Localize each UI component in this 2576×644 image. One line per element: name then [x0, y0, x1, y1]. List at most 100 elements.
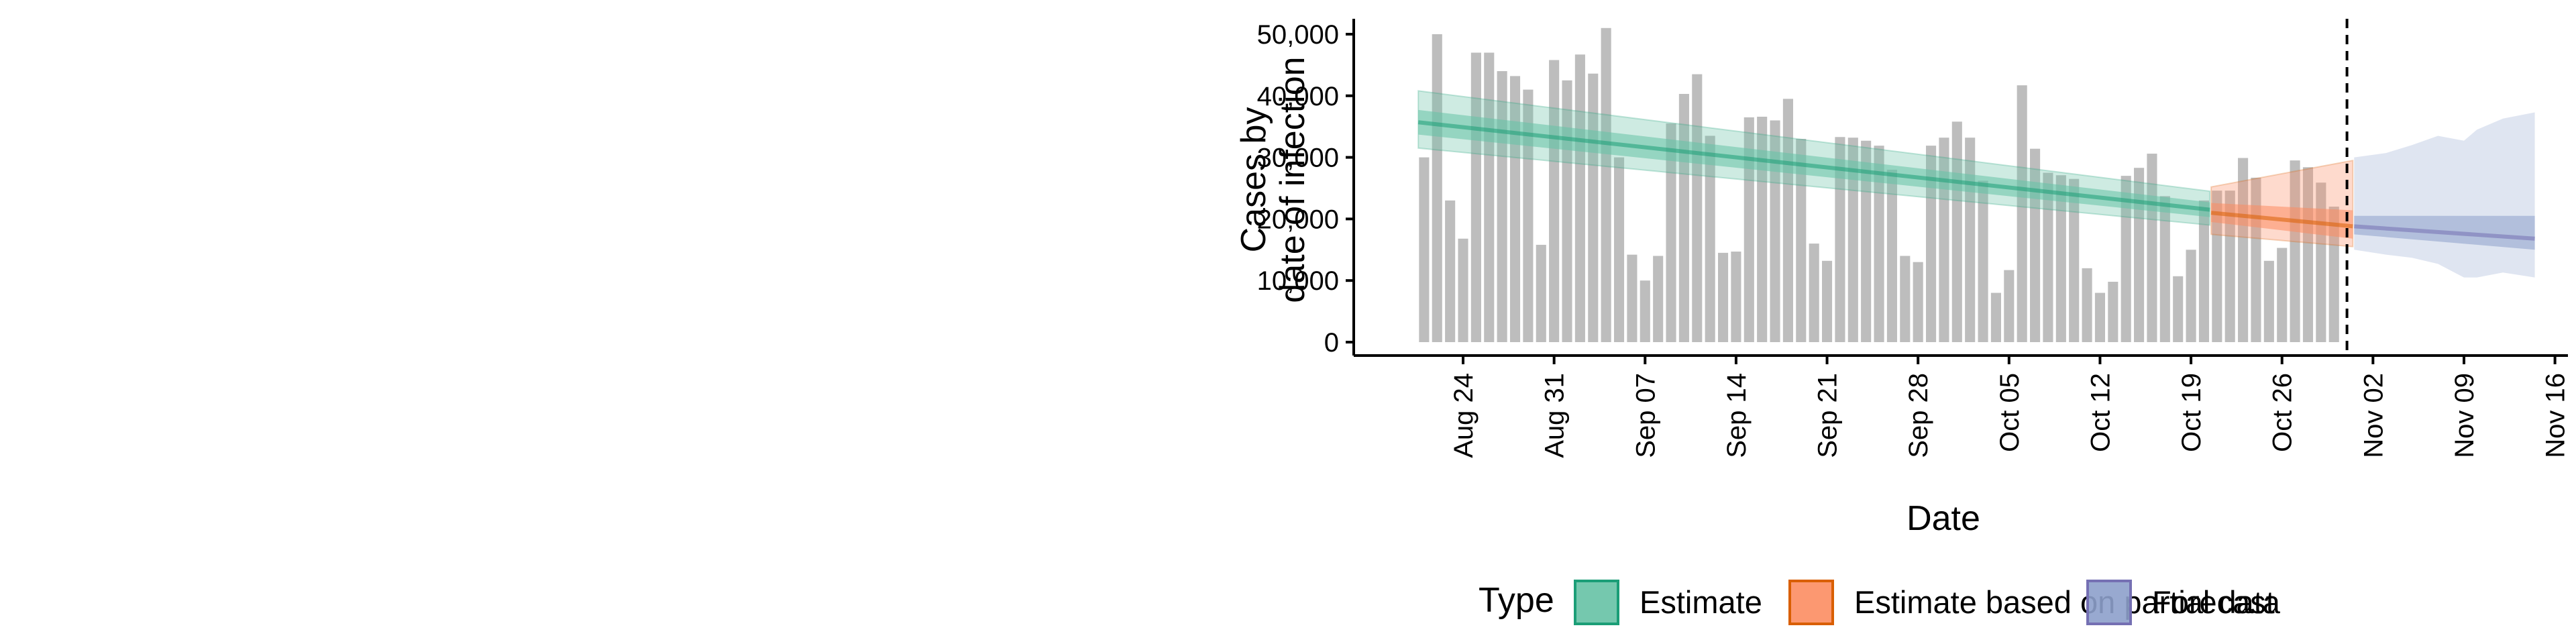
case-bar	[1990, 292, 2001, 342]
x-tick-label: Oct 19	[2177, 373, 2206, 452]
x-tick-label: Nov 02	[2359, 373, 2388, 458]
case-bar	[2094, 292, 2106, 342]
case-bar	[2328, 207, 2339, 342]
x-tick-label: Oct 05	[1995, 373, 2025, 452]
x-tick-label: Oct 26	[2268, 373, 2298, 452]
case-bar	[2017, 85, 2027, 342]
case-bar	[2263, 260, 2274, 342]
case-bar	[1900, 256, 1911, 342]
y-tick-label: 50,000	[1257, 20, 1339, 50]
case-bar	[1666, 123, 1676, 343]
case-bar	[1692, 74, 1703, 342]
legend-swatch-3	[2086, 580, 2132, 625]
case-bar	[1731, 252, 1741, 342]
case-bar	[2238, 158, 2249, 343]
case-bar	[1913, 262, 1923, 342]
x-tick-label: Oct 12	[2086, 373, 2115, 452]
case-bar	[1627, 254, 1638, 342]
case-bar	[1796, 139, 1807, 342]
case-bar	[1613, 157, 1625, 343]
case-bar	[2277, 248, 2288, 342]
legend-label-3: Forecast	[2152, 584, 2275, 620]
case-bar	[1653, 256, 1664, 342]
case-bar	[1886, 169, 1897, 342]
x-tick-label: Sep 14	[1722, 373, 1752, 458]
case-bar	[2290, 160, 2300, 342]
case-bar	[1484, 52, 1495, 342]
case-bar	[1458, 238, 1468, 342]
case-bar	[1809, 244, 1819, 342]
legend-label-2: Estimate based on partial data	[1854, 584, 2281, 620]
series-3-band-group	[2354, 112, 2535, 278]
case-bar	[1432, 34, 1442, 342]
case-bar	[2069, 178, 2080, 342]
case-bar	[1874, 146, 1884, 342]
case-bar	[2198, 200, 2210, 342]
case-bar	[2121, 176, 2131, 342]
series-1-band-group	[1417, 90, 2211, 226]
case-bar	[1757, 116, 1768, 342]
case-bar	[1536, 244, 1546, 342]
legend: Type Estimate Estimate based on partial d…	[1479, 580, 2281, 625]
y-tick-label: 0	[1324, 328, 1339, 358]
case-bar	[1717, 252, 1729, 342]
case-bar	[2186, 250, 2196, 342]
x-tick-label: Nov 09	[2450, 373, 2479, 458]
legend-label-1: Estimate	[1640, 584, 1762, 620]
case-bar	[1523, 89, 1534, 343]
case-bar	[2173, 276, 2184, 342]
case-bar	[1821, 260, 1833, 342]
y-tick-label: 20,000	[1257, 205, 1339, 234]
case-bar	[2212, 191, 2222, 342]
series-3-median-line	[2354, 224, 2535, 241]
case-bar	[1926, 146, 1937, 342]
case-bar	[2159, 196, 2170, 342]
case-bar	[1861, 140, 1872, 343]
case-bar	[1847, 138, 1858, 342]
case-bar	[2043, 172, 2053, 342]
x-tick-label: Aug 31	[1540, 373, 1570, 458]
y-axis-title-line-1: Cases by	[1234, 107, 1273, 253]
case-bar	[1743, 117, 1754, 342]
case-bar	[1445, 200, 1456, 342]
x-tick-label: Nov 16	[2541, 373, 2571, 458]
case-bar	[1782, 99, 1793, 342]
case-bar	[1770, 120, 1780, 342]
case-bar	[2134, 168, 2145, 342]
case-bar	[2224, 191, 2235, 342]
case-bar	[1835, 137, 1845, 342]
x-axis-ticks: Aug 24 Aug 31 Sep 07 Sep 14 Sep 21 Sep 28 Oct …	[1449, 356, 2571, 458]
x-tick-label: Sep 28	[1904, 373, 1933, 458]
legend-swatch-2	[1788, 580, 1834, 625]
x-axis-title: Date	[1907, 499, 1980, 538]
case-bar	[1640, 280, 1650, 342]
series-2-band-group	[2210, 159, 2354, 248]
case-bar	[1470, 52, 1481, 342]
case-bar	[2055, 175, 2066, 342]
case-bar	[1705, 136, 1715, 342]
case-bar	[2082, 268, 2092, 342]
legend-title: Type	[1479, 581, 1554, 620]
legend-swatch-1	[1574, 580, 1619, 625]
series-1-inner-band	[1418, 109, 2210, 217]
case-bar	[1951, 121, 1962, 342]
case-bar	[2147, 154, 2157, 342]
case-bar	[2108, 282, 2118, 342]
y-axis-ticks: 0 10,000 20,000 30,000 40,000 50,000	[1257, 20, 1354, 358]
x-tick-label: Aug 24	[1449, 373, 1479, 458]
y-tick-label: 40,000	[1257, 82, 1339, 111]
y-tick-label: 10,000	[1257, 266, 1339, 296]
x-tick-label: Sep 07	[1631, 373, 1660, 458]
y-tick-label: 30,000	[1257, 144, 1339, 173]
series-2-median-line	[2210, 211, 2353, 229]
x-tick-label: Sep 21	[1813, 373, 1843, 458]
case-bar	[2004, 270, 2015, 342]
case-bar	[1574, 54, 1585, 343]
series-3-outer-band	[2354, 112, 2535, 278]
y-axis-title-line-2: date of infection	[1273, 56, 1312, 303]
case-bar	[1978, 180, 1988, 342]
bands-layer	[1417, 90, 2535, 278]
case-bar	[1419, 157, 1430, 343]
case-bar	[1601, 28, 1611, 343]
